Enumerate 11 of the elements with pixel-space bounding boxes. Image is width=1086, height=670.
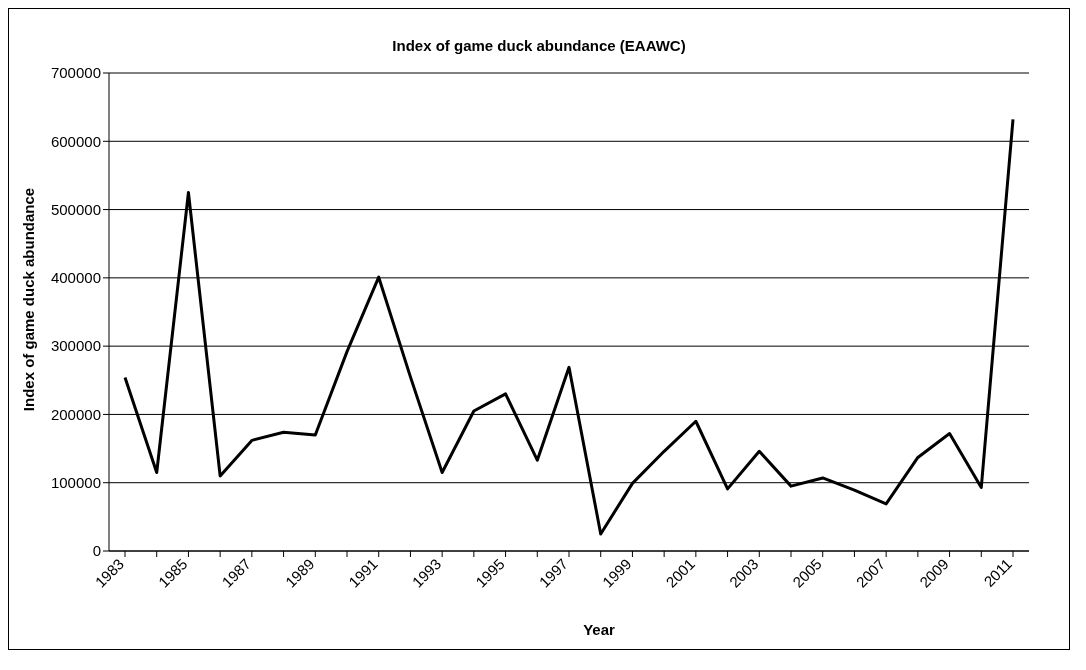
y-tick-label: 700000 <box>50 64 101 82</box>
y-tick-label: 500000 <box>50 200 101 218</box>
x-axis-title: Year <box>582 621 616 638</box>
y-tick-label: 100000 <box>50 474 101 492</box>
y-tick-label: 300000 <box>50 337 101 355</box>
chart-title: Index of game duck abundance (EAAWC) <box>391 37 687 54</box>
y-tick-label: 200000 <box>50 405 101 423</box>
y-axis-title: Index of game duck abundance <box>20 187 38 411</box>
y-tick-label: 0 <box>92 542 101 560</box>
y-tick-label: 600000 <box>50 132 101 150</box>
y-tick-label: 400000 <box>50 269 101 287</box>
